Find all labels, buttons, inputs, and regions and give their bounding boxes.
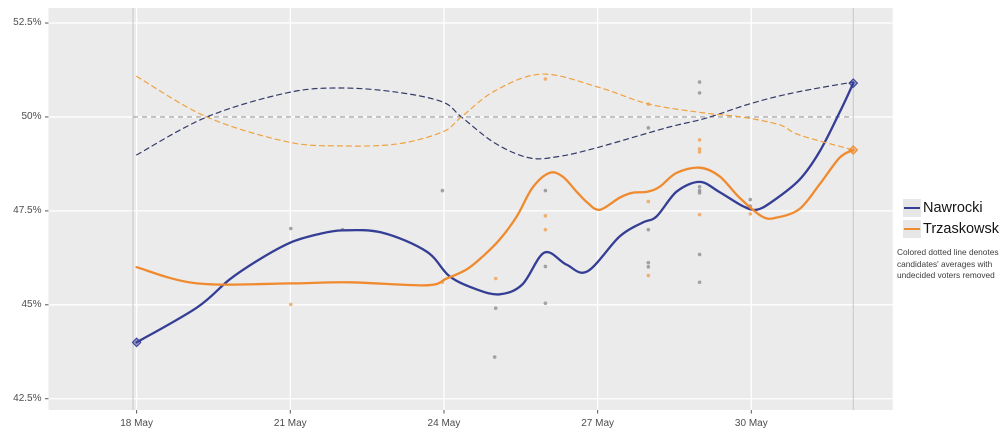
poll-point bbox=[543, 301, 548, 306]
poll-point bbox=[492, 355, 497, 359]
poll-point bbox=[543, 264, 548, 269]
poll-point bbox=[646, 227, 651, 232]
legend-label: Trzaskowski bbox=[923, 221, 1000, 237]
poll-point bbox=[697, 80, 702, 84]
series-line-trzaskowski_dashed bbox=[136, 73, 854, 151]
poll-point bbox=[646, 199, 651, 204]
start-marker-nawrocki bbox=[131, 337, 142, 348]
legend-key bbox=[903, 220, 921, 238]
legend-item-nawrocki: Nawrocki bbox=[903, 199, 1000, 217]
poll-point bbox=[697, 252, 702, 257]
end-marker-trzaskowski bbox=[848, 145, 859, 155]
end-marker-nawrocki bbox=[848, 78, 859, 89]
poll-point bbox=[748, 197, 753, 202]
x-tick-label: 18 May bbox=[120, 418, 153, 429]
poll-point bbox=[543, 227, 548, 232]
series-line-trzaskowski bbox=[135, 148, 855, 287]
poll-point bbox=[288, 226, 293, 231]
poll-point bbox=[697, 191, 702, 195]
legend-key bbox=[903, 199, 921, 217]
poll-point bbox=[646, 265, 651, 269]
poll-point bbox=[440, 188, 445, 193]
poll-point bbox=[697, 147, 702, 151]
legend-label: Nawrocki bbox=[923, 200, 983, 216]
legend-item-trzaskowski: Trzaskowski bbox=[903, 220, 1000, 238]
poll-point bbox=[697, 150, 702, 154]
poll-point bbox=[646, 126, 651, 130]
x-tick-label: 27 May bbox=[581, 418, 615, 429]
poll-point bbox=[543, 77, 548, 81]
y-tick-label: 42.5% bbox=[13, 392, 42, 404]
poll-point bbox=[288, 302, 293, 307]
poll-point bbox=[697, 91, 702, 95]
y-tick-label: 47.5% bbox=[13, 204, 42, 216]
series-line-nawrocki bbox=[135, 81, 855, 344]
nawrocki-line-swatch bbox=[904, 207, 920, 210]
poll-point bbox=[697, 138, 702, 142]
poll-point bbox=[646, 260, 651, 265]
trzaskowski-line-swatch bbox=[904, 228, 920, 231]
plot-panel bbox=[48, 8, 893, 410]
y-tick-label: 50% bbox=[21, 110, 42, 122]
legend: Nawrocki Trzaskowski bbox=[903, 199, 1000, 241]
series-line-nawrocki_dashed bbox=[136, 81, 854, 160]
poll-point bbox=[748, 212, 753, 216]
footnote-line: Colored dotted line denotes bbox=[897, 247, 999, 257]
poll-point bbox=[697, 185, 702, 189]
poll-point bbox=[697, 280, 702, 285]
footnote-line: undecided voters removed bbox=[897, 270, 995, 281]
poll-point bbox=[493, 306, 498, 310]
poll-point bbox=[543, 213, 548, 218]
poll-point bbox=[493, 276, 498, 281]
footnote-line: candidates' averages with bbox=[897, 258, 993, 269]
poll-point bbox=[543, 188, 548, 193]
poll-point bbox=[646, 273, 651, 278]
x-tick-label: 21 May bbox=[273, 418, 307, 429]
y-tick-label: 52.5% bbox=[13, 17, 42, 29]
x-tick-label: 24 May bbox=[427, 418, 461, 429]
chart-footnote: Colored dotted line denotes candidates' … bbox=[897, 247, 999, 282]
poll-point bbox=[697, 212, 702, 217]
y-tick-label: 45% bbox=[21, 298, 42, 310]
x-tick-label: 30 May bbox=[734, 418, 768, 429]
